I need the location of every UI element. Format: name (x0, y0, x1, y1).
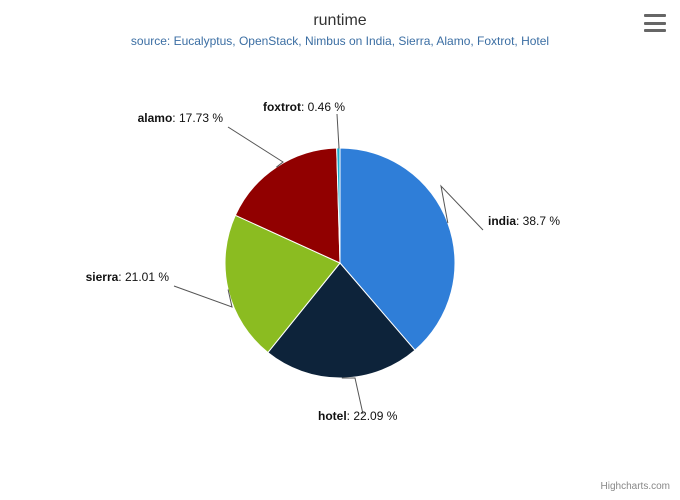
connector-alamo (228, 127, 283, 167)
credit-text[interactable]: Highcharts.com (601, 481, 670, 492)
slice-label-foxtrot: foxtrot: 0.46 % (263, 100, 345, 114)
connector-sierra (174, 286, 232, 307)
slice-label-hotel: hotel: 22.09 % (318, 409, 397, 423)
slice-label-india: india: 38.7 % (488, 214, 560, 228)
chart-container: runtime source: Eucalyptus, OpenStack, N… (0, 0, 680, 500)
slice-label-sierra: sierra: 21.01 % (86, 270, 169, 284)
slice-label-alamo: alamo: 17.73 % (138, 111, 223, 125)
connector-foxtrot (337, 114, 339, 148)
pie-chart (0, 0, 680, 500)
